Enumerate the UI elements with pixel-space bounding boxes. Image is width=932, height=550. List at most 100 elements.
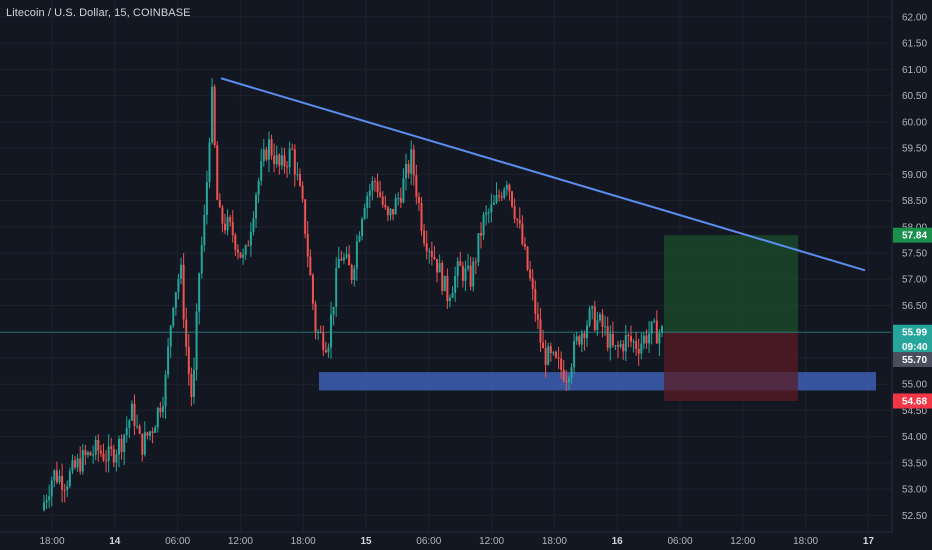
candle-body — [588, 308, 591, 326]
candle-body — [534, 289, 537, 315]
candle-body — [386, 207, 389, 216]
candle-body — [324, 349, 327, 353]
time-tick-label: 16 — [612, 536, 624, 547]
candle-body — [498, 195, 501, 197]
time-axis[interactable]: 18:00 14 06:00 12:00 18:00 15 06:00 12:00 18:00 1… — [39, 536, 874, 547]
candle-body — [265, 149, 268, 160]
candle-body — [270, 139, 273, 156]
candle-body — [50, 480, 53, 497]
candle-body — [557, 357, 560, 359]
candle-body — [229, 217, 232, 222]
candle-body — [311, 275, 314, 304]
candle-body — [296, 174, 299, 176]
candle-body — [345, 254, 348, 258]
candle-body — [275, 154, 278, 164]
candle-body — [244, 245, 247, 255]
candle-body — [322, 332, 325, 350]
candle-body — [591, 306, 594, 309]
price-label-text: 55.70 — [902, 355, 927, 366]
candle-body — [570, 367, 573, 379]
candle-body — [200, 245, 203, 274]
candle-body — [500, 196, 503, 198]
candle-body — [231, 221, 234, 236]
candle-body — [330, 314, 333, 348]
candle-body — [575, 336, 578, 341]
candle-body — [304, 199, 307, 234]
candle-body — [66, 485, 69, 490]
price-label-box — [893, 324, 932, 340]
candle-body — [640, 343, 643, 354]
candle-body — [141, 433, 144, 455]
candle-body — [332, 306, 335, 315]
time-tick-label: 12:00 — [730, 536, 755, 547]
candle-body — [151, 431, 154, 433]
candle-body — [456, 261, 459, 276]
candle-body — [280, 155, 283, 166]
candle-body — [89, 452, 92, 456]
candle-body — [477, 233, 480, 263]
candle-body — [340, 258, 343, 261]
long-position-target-zone[interactable] — [664, 235, 798, 333]
candle-body — [234, 235, 237, 250]
price-axis[interactable]: 62.00 61.50 61.00 60.50 60.00 59.50 59.00 58.50… — [902, 12, 927, 522]
candle-body — [622, 344, 625, 352]
candle-body — [257, 180, 260, 195]
candle-body — [342, 257, 345, 261]
candle-body — [531, 278, 534, 290]
candle-body — [115, 454, 118, 463]
candle-body — [198, 273, 201, 312]
candle-body — [86, 452, 89, 456]
candle-body — [552, 352, 555, 354]
candle-body — [436, 258, 439, 273]
candle-body — [205, 182, 208, 215]
candle-body — [617, 345, 620, 347]
candle-body — [286, 166, 289, 168]
candle-body — [547, 346, 550, 365]
candle-body — [635, 341, 638, 349]
candle-body — [368, 190, 371, 197]
candle-body — [120, 438, 123, 452]
candle-body — [301, 185, 304, 200]
candle-body — [273, 155, 276, 164]
candle-body — [267, 139, 270, 160]
candle-body — [190, 374, 193, 398]
candle-body — [381, 196, 384, 205]
candle-body — [123, 434, 126, 452]
candle-body — [350, 265, 353, 281]
price-tick-label: 53.00 — [902, 485, 927, 496]
candle-body — [298, 174, 301, 186]
candle-body — [619, 344, 622, 347]
candle-body — [180, 264, 183, 279]
long-position-stop-zone[interactable] — [664, 332, 798, 401]
time-tick-label: 14 — [109, 536, 121, 547]
candle-body — [133, 403, 136, 426]
candle-body — [105, 460, 108, 462]
candle-body — [560, 358, 563, 370]
candle-body — [485, 212, 488, 215]
descending-trendline[interactable] — [220, 77, 866, 272]
candle-body — [358, 235, 361, 242]
candle-body — [521, 223, 524, 245]
candle-body — [363, 207, 366, 219]
candle-body — [247, 245, 250, 247]
candle-body — [642, 335, 645, 344]
candle-body — [249, 231, 252, 246]
candle-body — [508, 184, 511, 192]
candle-body — [394, 198, 397, 215]
candle-body — [405, 164, 408, 179]
candle-body — [523, 244, 526, 247]
time-tick-label: 06:00 — [165, 536, 190, 547]
candle-body — [208, 142, 211, 183]
candle-body — [149, 431, 152, 436]
candle-body — [130, 403, 133, 421]
candle-body — [242, 254, 245, 258]
price-tick-label: 52.50 — [902, 511, 927, 522]
candle-body — [397, 197, 400, 199]
candle-body — [224, 223, 227, 231]
candle-body — [260, 161, 263, 181]
candle-body — [402, 178, 405, 203]
candle-body — [164, 374, 167, 407]
candle-body — [68, 471, 71, 486]
candle-body — [614, 345, 617, 347]
